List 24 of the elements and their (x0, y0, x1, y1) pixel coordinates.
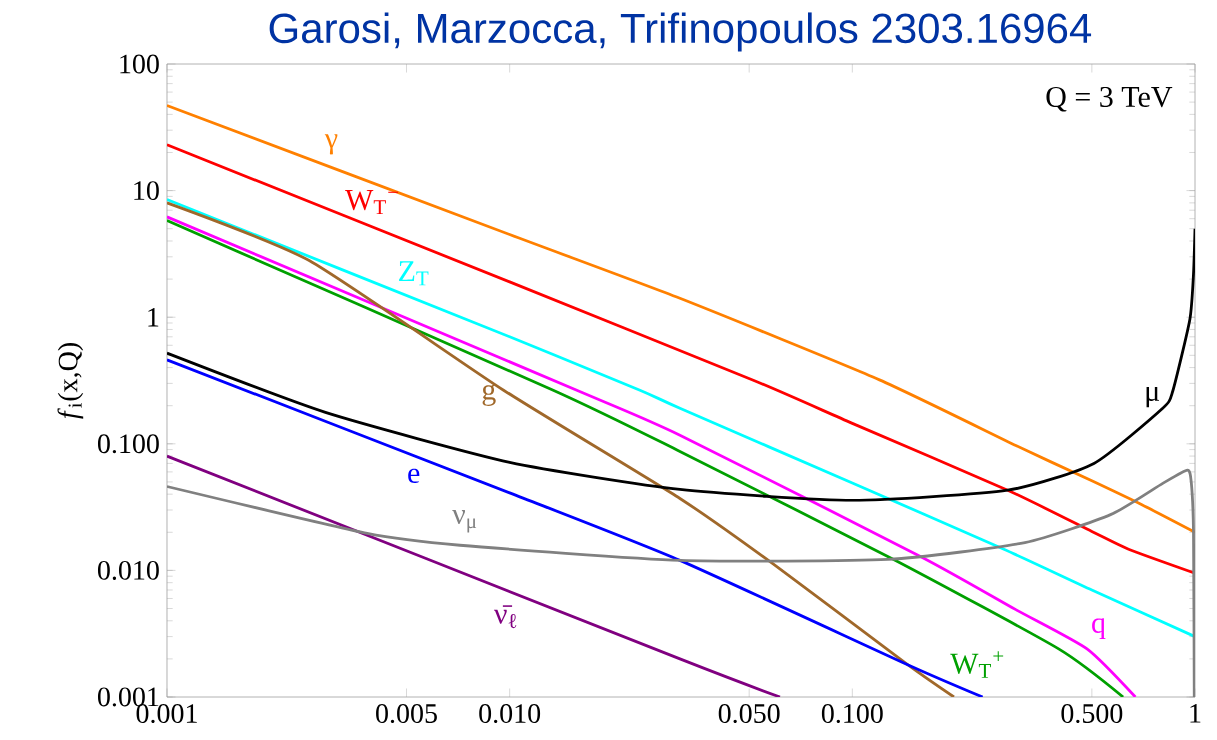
series-label: g (482, 384, 496, 406)
series-label: Z$_{T}$ (399, 261, 429, 286)
series-label: γ (324, 134, 338, 155)
series-label: e (408, 468, 420, 484)
series-label: W$_{T}$+ (950, 651, 1004, 678)
x-tick-label: 0.005 (376, 704, 437, 724)
annotation: Q = 3 TeV (1046, 86, 1173, 112)
series-label: ν$_{μ}$ (452, 509, 477, 533)
series-label: q (1092, 618, 1106, 640)
y-tick-label: 0.010 (97, 560, 159, 580)
y-tick-label: 100 (120, 54, 159, 74)
x-tick-label: 0.010 (479, 704, 541, 724)
series-label: μ (1146, 386, 1159, 408)
y-tick-label: 1 (148, 307, 159, 327)
y-tick-label: 0.100 (97, 434, 159, 454)
series-label: W$_{T}$− (345, 190, 399, 215)
y-tick-label: 10 (134, 181, 159, 201)
y-axis-title: f$_{i}$(x,Q) (57, 343, 84, 419)
x-tick-label: 1 (1190, 704, 1201, 723)
x-tick-label: 0.050 (718, 704, 780, 724)
x-tick-label: 0.100 (821, 704, 883, 724)
x-tick-label: 0.500 (1061, 704, 1123, 724)
chart-title: Garosi, Marzocca, Trifinopoulos 2303.16964 (269, 12, 1092, 52)
series-label: ν̄$_{ℓ}$ (493, 605, 517, 629)
